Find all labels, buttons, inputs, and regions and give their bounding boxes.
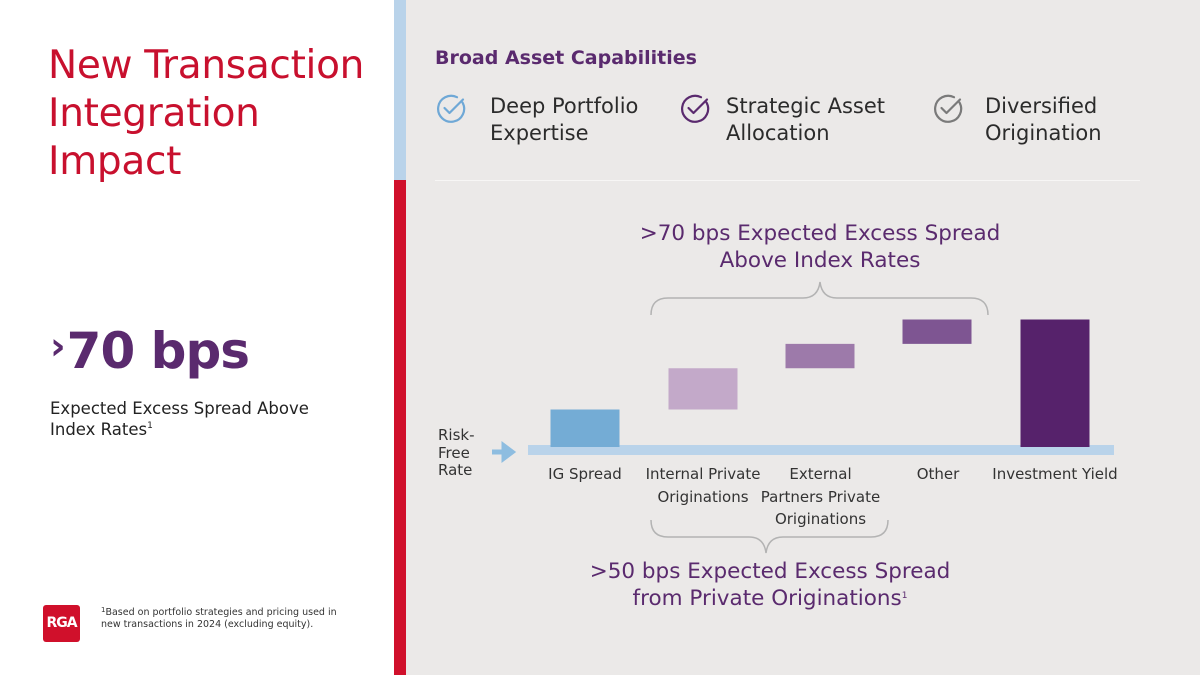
- stat-description: Expected Excess Spread Above Index Rates…: [50, 398, 350, 440]
- check-circle-icon: [934, 94, 963, 123]
- bar-internal-private-originations: [668, 368, 738, 410]
- accent-bar-red: [394, 180, 406, 675]
- bar-investment-yield: [1020, 319, 1090, 447]
- category-label-internal-private-originations: Internal Private Originations: [645, 465, 761, 506]
- brace-bottom: [650, 519, 889, 554]
- stat-value: 70 bps: [66, 322, 250, 380]
- left-panel: New Transaction Integration Impact ›70 b…: [0, 0, 394, 675]
- category-label-ig-spread: IG Spread: [548, 465, 622, 483]
- category-label-other: Other: [916, 465, 960, 483]
- category-label-external-partners-private-originations: External Partners Private Originations: [760, 465, 881, 528]
- rga-logo: RGA: [43, 605, 80, 642]
- arrow-right-icon: [492, 441, 517, 463]
- bar-external-partners-private-originations: [785, 343, 855, 369]
- capability-label: Deep Portfolio Expertise: [490, 94, 639, 145]
- stat-description-text: Expected Excess Spread Above Index Rates: [50, 399, 309, 439]
- capability-label: Diversified Origination: [985, 94, 1102, 145]
- bar-ig-spread: [550, 409, 620, 447]
- capability-label: Strategic Asset Allocation: [726, 94, 886, 145]
- headline-stat: ›70 bps: [50, 322, 250, 380]
- footnote-text: Based on portfolio strategies and pricin…: [101, 607, 337, 630]
- check-circle-icon: [681, 94, 710, 123]
- baseline-bar: [528, 445, 1114, 455]
- bar-other: [902, 319, 972, 344]
- category-label-investment-yield: Investment Yield: [992, 465, 1118, 483]
- section-divider: [435, 180, 1140, 181]
- brace-top: [650, 281, 989, 316]
- stat-prefix: ›: [50, 324, 66, 368]
- callout-footnote-marker: 1: [901, 591, 908, 601]
- capabilities-heading: Broad Asset Capabilities: [435, 47, 697, 69]
- footnote: 1Based on portfolio strategies and prici…: [101, 604, 341, 631]
- callout-top: >70 bps Expected Excess Spread Above Ind…: [639, 221, 1001, 273]
- accent-bar-blue: [394, 0, 406, 180]
- footnote-number: 1: [101, 606, 106, 614]
- risk-free-rate-label: Risk-Free Rate: [438, 426, 475, 479]
- callout-bottom-text: >50 bps Expected Excess Spread from Priv…: [589, 559, 951, 611]
- stat-footnote-marker: 1: [147, 421, 153, 431]
- page-title: New Transaction Integration Impact: [48, 43, 365, 184]
- check-circle-icon: [437, 94, 466, 123]
- callout-bottom: >50 bps Expected Excess Spread from Priv…: [570, 558, 970, 612]
